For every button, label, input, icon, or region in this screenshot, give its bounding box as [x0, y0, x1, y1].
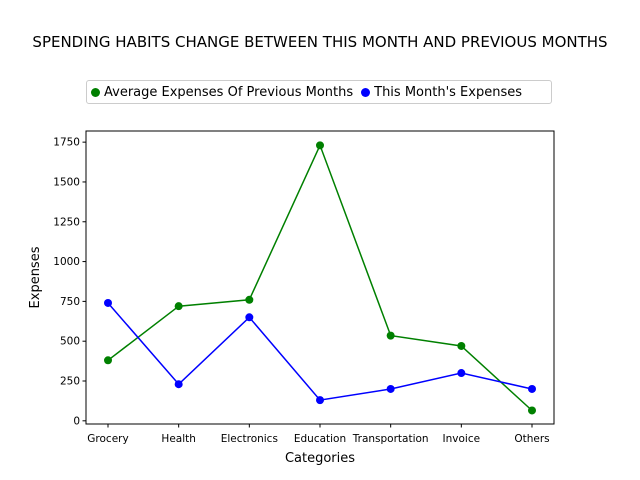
x-tick-label-0: Grocery [87, 433, 128, 445]
data-point-1-3 [316, 396, 324, 405]
data-point-0-1 [174, 302, 183, 311]
data-point-1-6 [528, 384, 536, 393]
legend-marker-this-month [361, 87, 371, 97]
data-point-1-0 [104, 298, 112, 307]
x-tick-label-3: Education [294, 433, 346, 445]
legend-label-previous-months: Average Expenses Of Previous Months [104, 84, 354, 100]
x-tick-label-1: Health [161, 433, 195, 445]
data-point-1-4 [386, 384, 395, 393]
x-tick-label-5: Invoice [443, 433, 481, 445]
x-tick-label-2: Electronics [221, 433, 278, 445]
data-point-1-5 [457, 369, 466, 378]
data-point-0-6 [528, 406, 536, 415]
x-tick-label-6: Others [514, 433, 549, 445]
data-point-1-2 [245, 313, 254, 322]
x-tick-label-4: Transportation [352, 433, 429, 445]
x-axis-label: Categories [285, 451, 355, 466]
legend-label-this-month: This Month's Expenses [374, 84, 522, 100]
y-tick-label-3: 750 [60, 296, 80, 308]
data-point-0-2 [245, 295, 254, 304]
legend: Average Expenses Of Previous Months This… [86, 80, 552, 104]
data-point-0-0 [104, 356, 112, 365]
y-tick-label-4: 1000 [53, 256, 80, 268]
legend-item-previous-months: Average Expenses Of Previous Months [91, 85, 353, 100]
y-tick-label-5: 1250 [53, 216, 80, 228]
legend-item-this-month: This Month's Expenses [361, 85, 522, 100]
data-point-0-3 [316, 141, 324, 150]
data-point-0-4 [386, 331, 395, 340]
y-tick-label-7: 1750 [53, 137, 80, 149]
plot-frame [85, 130, 555, 425]
y-tick-label-0: 0 [73, 415, 80, 427]
data-point-0-5 [457, 341, 466, 350]
y-axis-label: Expenses [28, 246, 43, 308]
series-line-0 [107, 143, 533, 412]
legend-marker-previous-months [91, 87, 100, 97]
y-tick-label-2: 500 [60, 336, 80, 348]
y-tick-label-6: 1500 [53, 176, 80, 188]
data-point-1-1 [174, 380, 183, 389]
y-tick-label-1: 250 [60, 376, 80, 388]
chart-title: SPENDING HABITS CHANGE BETWEEN THIS MONT… [32, 33, 608, 51]
